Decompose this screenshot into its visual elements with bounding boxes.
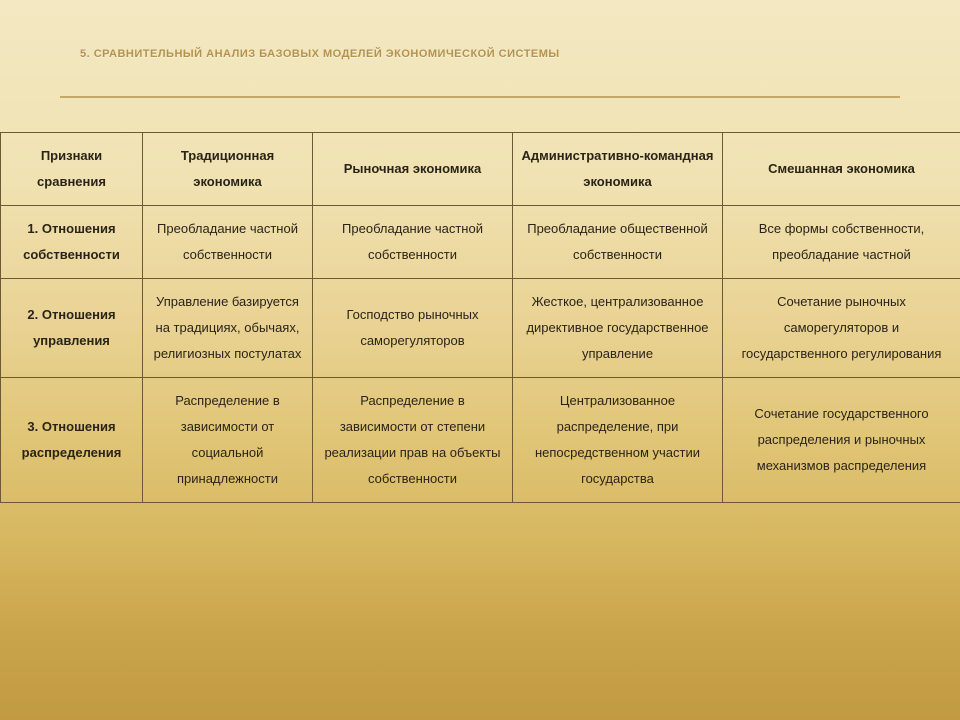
- table-cell: Жесткое, централизованное директивное го…: [513, 279, 723, 378]
- slide: 5. Сравнительный анализ базовых моделей …: [0, 0, 960, 720]
- row-header: 2. Отношения управления: [1, 279, 143, 378]
- table-cell: Распределение в зависимости от социально…: [143, 378, 313, 503]
- table-cell: Преобладание частной собственности: [313, 206, 513, 279]
- table-cell: Сочетание государственного распределения…: [723, 378, 960, 503]
- table-cell: Сочетание рыночных саморегуляторов и гос…: [723, 279, 960, 378]
- table-row: 1. Отношения собственности Преобладание …: [1, 206, 960, 279]
- table-cell: Управление базируется на традициях, обыч…: [143, 279, 313, 378]
- table-cell: Преобладание частной собственности: [143, 206, 313, 279]
- row-header: 3. Отношения распределения: [1, 378, 143, 503]
- table-cell: Распределение в зависимости от степени р…: [313, 378, 513, 503]
- comparison-table: Признаки сравнения Традиционная экономик…: [0, 132, 960, 503]
- col-header-0: Признаки сравнения: [1, 133, 143, 206]
- title-underline: [60, 96, 900, 98]
- table-row: 2. Отношения управления Управление базир…: [1, 279, 960, 378]
- col-header-1: Традиционная экономика: [143, 133, 313, 206]
- table-header-row: Признаки сравнения Традиционная экономик…: [1, 133, 960, 206]
- slide-title: 5. Сравнительный анализ базовых моделей …: [80, 48, 880, 60]
- table-cell: Преобладание общественной собственности: [513, 206, 723, 279]
- table-cell: Все формы собственности, преобладание ча…: [723, 206, 960, 279]
- table-row: 3. Отношения распределения Распределение…: [1, 378, 960, 503]
- title-block: 5. Сравнительный анализ базовых моделей …: [80, 48, 880, 60]
- row-header: 1. Отношения собственности: [1, 206, 143, 279]
- table-cell: Централизованное распределение, при непо…: [513, 378, 723, 503]
- col-header-2: Рыночная экономика: [313, 133, 513, 206]
- col-header-3: Административно-командная экономика: [513, 133, 723, 206]
- table-cell: Господство рыночных саморегуляторов: [313, 279, 513, 378]
- col-header-4: Смешанная экономика: [723, 133, 960, 206]
